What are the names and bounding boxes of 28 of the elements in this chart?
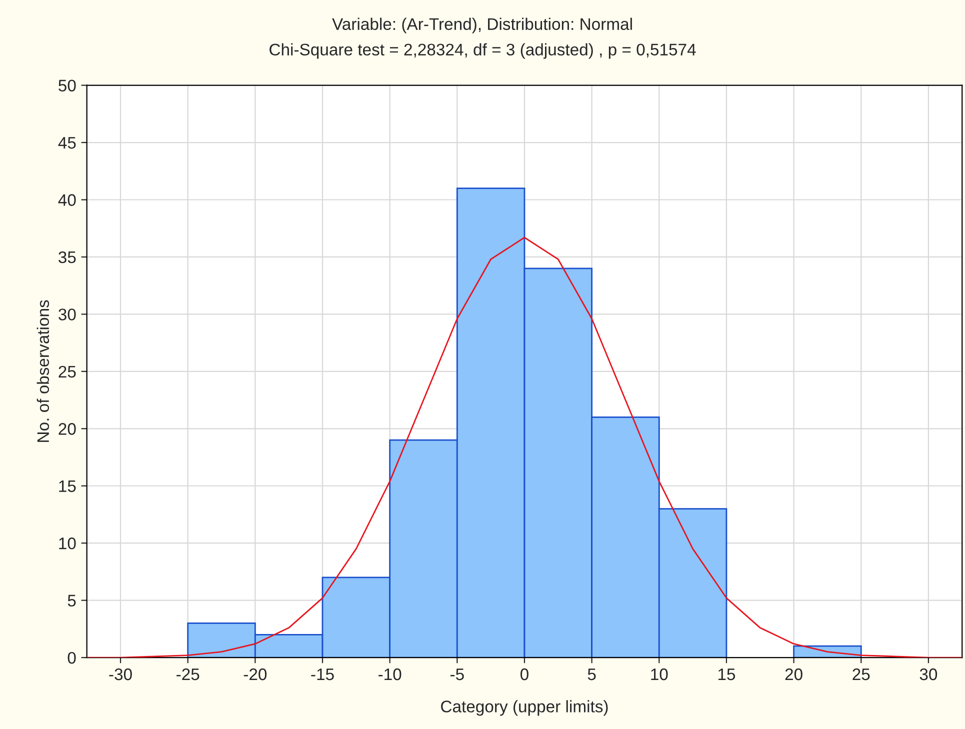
y-tick-label: 20	[58, 423, 76, 435]
x-tick-label: 0	[520, 668, 528, 680]
y-tick-label: 40	[58, 194, 76, 206]
x-tick-label: -20	[244, 668, 267, 680]
y-tick-label: 50	[58, 80, 76, 92]
y-tick-label: 45	[58, 137, 76, 149]
x-tick-label: 25	[852, 668, 870, 680]
chart-title: Variable: (Ar-Trend), Distribution: Normal	[332, 18, 632, 34]
x-tick-label: 5	[588, 668, 596, 680]
y-tick-label: 25	[58, 366, 76, 378]
y-tick-label: 35	[58, 251, 76, 264]
y-tick-label: 0	[68, 652, 76, 664]
x-tick-label: -15	[311, 668, 334, 680]
x-tick-label: 10	[651, 668, 668, 680]
x-tick-label: 15	[718, 668, 736, 680]
x-tick-label: -5	[450, 668, 464, 680]
y-tick-label: 30	[58, 308, 76, 320]
y-tick-label: 5	[68, 594, 76, 607]
y-tick-label: 10	[59, 538, 76, 550]
y-tick-label: 15	[59, 480, 76, 492]
x-tick-label: -30	[109, 668, 132, 680]
x-axis-title: Category (upper limits)	[441, 700, 608, 716]
x-tick-label: -10	[378, 668, 402, 680]
y-axis-title: No. of observations	[36, 300, 50, 442]
x-tick-label: 20	[785, 668, 802, 680]
chart-subtitle: Chi-Square test = 2,28324, df = 3 (adjusted) , p = 0,51574	[270, 43, 696, 59]
x-tick-label: 30	[920, 668, 938, 680]
x-tick-label: -25	[176, 668, 200, 680]
